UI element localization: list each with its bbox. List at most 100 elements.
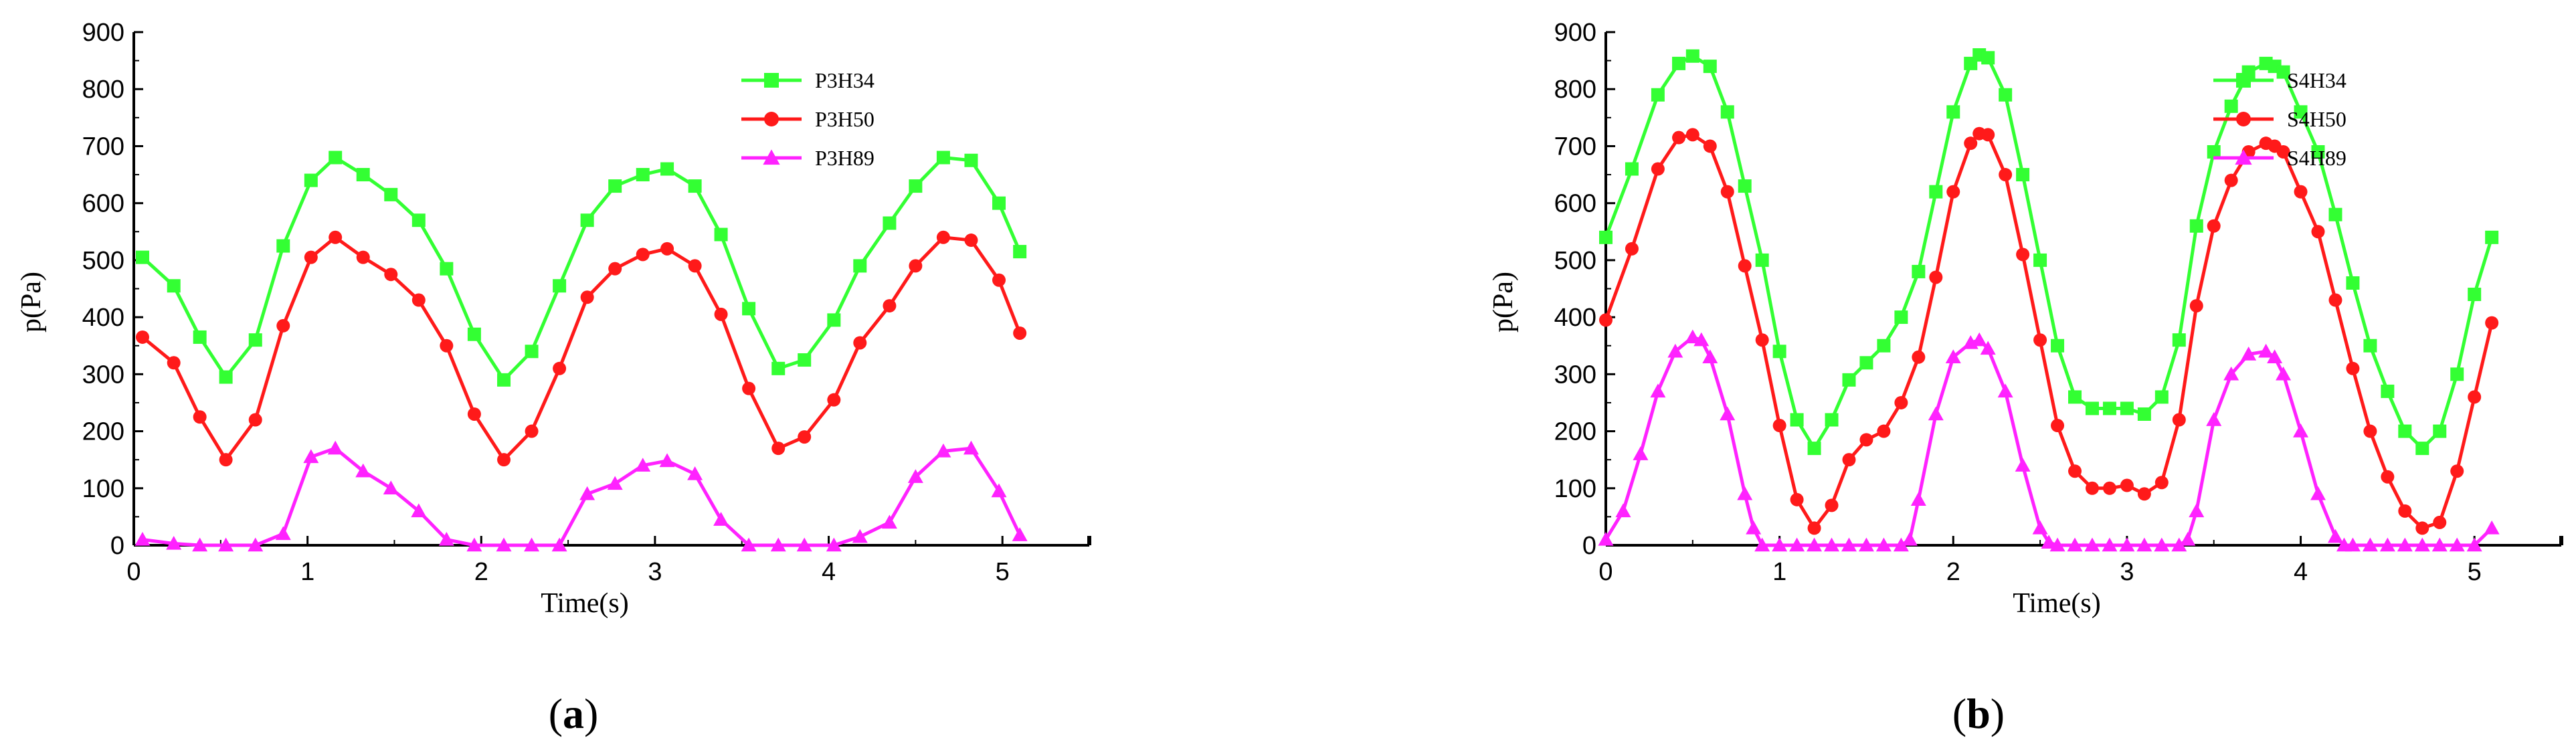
chart1-s4h89-point	[2041, 535, 2057, 549]
chart1-s4h50-point	[1755, 333, 1769, 347]
chart1-s4h34-point	[1807, 442, 1821, 456]
chart1-s4h89-point	[2171, 537, 2187, 552]
chart1-y-tick-label: 500	[1554, 247, 1596, 275]
chart1-s4h50-point	[1894, 395, 1908, 409]
chart0-p3h50-line	[141, 235, 1022, 462]
chart-b: 0 100 200 300 400 500 600 700 800 900 0 1 2 3 4 5 Time(s…	[1488, 19, 2563, 619]
chart1-s4h34-point	[2154, 390, 2169, 404]
chart0-p3h34-point	[411, 213, 426, 227]
chart1-s4h50-point	[1807, 521, 1821, 535]
chart1-s4h50-point	[1964, 136, 1978, 151]
chart0-p3h50-point	[688, 259, 702, 273]
chart0-p3h89-point	[881, 514, 897, 529]
chart1-s4h89-point	[2449, 537, 2465, 552]
chart1-s4h34-point	[1672, 56, 1686, 70]
chart1-s4h34-point	[1999, 88, 2013, 102]
caption-b-close: )	[1990, 690, 2005, 737]
chart1-s4h89-point	[1945, 349, 1961, 363]
chart1-s4h89-point	[1875, 537, 1892, 552]
chart0-p3h50-point	[636, 248, 650, 262]
chart1-s4h89-point	[1633, 446, 1649, 460]
chart0-p3h50-point	[936, 230, 950, 244]
chart1-s4h34-point	[2085, 401, 2099, 415]
chart1-s4h34-point	[2172, 333, 2186, 347]
chart1-s4h34-point	[1981, 51, 1995, 65]
chart0-p3h89-point	[826, 537, 842, 552]
chart1-s4h89-point	[1841, 537, 1857, 552]
chart1-s4h89-point	[1702, 349, 1718, 363]
chart0-p3h89-line	[142, 446, 1022, 547]
chart1-s4h89-point	[2206, 412, 2222, 426]
chart1-s4h34-point	[1877, 339, 1891, 353]
chart1-s4h50-point	[1842, 453, 1856, 467]
chart1-s4h50-point	[1625, 242, 1639, 256]
chart0-p3h34-point	[219, 370, 233, 384]
chart1-s4h89-point	[2084, 537, 2100, 552]
chart0-y-tick-label: 600	[82, 190, 124, 218]
chart1-s4h50-point	[2311, 225, 2325, 239]
chart0-p3h89-point	[248, 537, 264, 552]
chart1-s4h50-point	[1877, 424, 1891, 438]
chart1-s4h89-point	[1615, 503, 1631, 518]
chart1-s4h89-point	[1650, 383, 1666, 398]
chart0-p3h34-point	[636, 168, 650, 182]
chart1-s4h34-point	[1912, 264, 1926, 278]
chart0-y-tick-label: 300	[82, 361, 124, 389]
chart1-s4h89-point	[1693, 332, 1710, 347]
chart1-s4h34-point	[2137, 407, 2151, 421]
chart1-s4h50-point	[2346, 361, 2360, 375]
chart1-s4h50-point	[2276, 145, 2290, 159]
chart0-p3h50-point	[553, 361, 567, 375]
chart0-p3h34-line	[141, 155, 1022, 382]
chart1-s4h50-point	[2485, 316, 2499, 330]
chart1-s4h89-point	[1910, 492, 1926, 506]
chart0-p3h34-point	[742, 302, 756, 316]
chart0-p3h50-point	[193, 410, 207, 424]
chart1-y-tick-label: 400	[1554, 304, 1596, 332]
chart1-s4h34-point	[2328, 207, 2342, 221]
chart0-p3h34-point	[384, 187, 398, 201]
chart0-y-tick-label: 700	[82, 132, 124, 161]
chart1-s4h50-point	[1981, 128, 1995, 142]
chart1-s4h34-point	[1703, 60, 1717, 74]
chart0-p3h34-point	[964, 153, 978, 167]
chart0-p3h89-point	[327, 440, 343, 455]
chart1-s4h50-point	[2294, 185, 2308, 199]
chart1-s4h34-point	[2346, 276, 2360, 290]
chart1-s4h50-point	[2085, 481, 2099, 495]
chart1-s4h89-point	[2049, 537, 2065, 552]
chart1-s4h34-point	[1651, 88, 1665, 102]
chart0-p3h50-point	[608, 262, 622, 276]
chart1-s4h34-point	[1625, 162, 1639, 176]
chart1-s4h50-point	[1772, 419, 1786, 433]
chart0-p3h89-point	[687, 466, 703, 480]
chart0-p3h34-point	[992, 196, 1006, 210]
chart1-s4h89-point	[1997, 383, 2013, 398]
chart0-y-tick-label: 500	[82, 247, 124, 275]
chart1-s4h50-point	[1929, 270, 1943, 284]
chart0-x-axis-title: Time(s)	[541, 588, 628, 619]
chart1-s4h34-point	[2207, 145, 2221, 159]
chart0-p3h89-point	[659, 453, 675, 468]
chart1-s4h89-point	[2466, 537, 2482, 552]
chart0-p3h50-point	[167, 356, 181, 370]
chart1-s4h34-point	[2276, 65, 2290, 79]
chart0-p3h34-point	[497, 373, 511, 387]
chart1-s4h34-point	[2068, 390, 2082, 404]
chart1-s4h89-point	[2136, 537, 2152, 552]
chart1-s4h89-point	[1893, 537, 1909, 552]
chart0-p3h50-point	[827, 393, 841, 407]
chart1-s4h89-point	[2362, 537, 2378, 552]
chart1-s4h34-point	[2016, 168, 2030, 182]
chart1-s4h50-point	[1599, 313, 1613, 327]
chart1-y-tick-label: 0	[1582, 532, 1596, 560]
chart0-p3h50-point	[964, 233, 978, 248]
chart1-s4h50-point	[1651, 162, 1665, 176]
chart1-legend-s4h50-marker	[2236, 112, 2251, 126]
chart1-s4h34-point	[1599, 230, 1613, 244]
chart0-p3h34-point	[276, 239, 290, 253]
chart1-s4h50-point	[2450, 464, 2464, 478]
chart1-s4h89-point	[2276, 366, 2292, 381]
chart1-s4h89-point	[2189, 503, 2205, 518]
chart1-s4h50-point	[1790, 492, 1804, 506]
